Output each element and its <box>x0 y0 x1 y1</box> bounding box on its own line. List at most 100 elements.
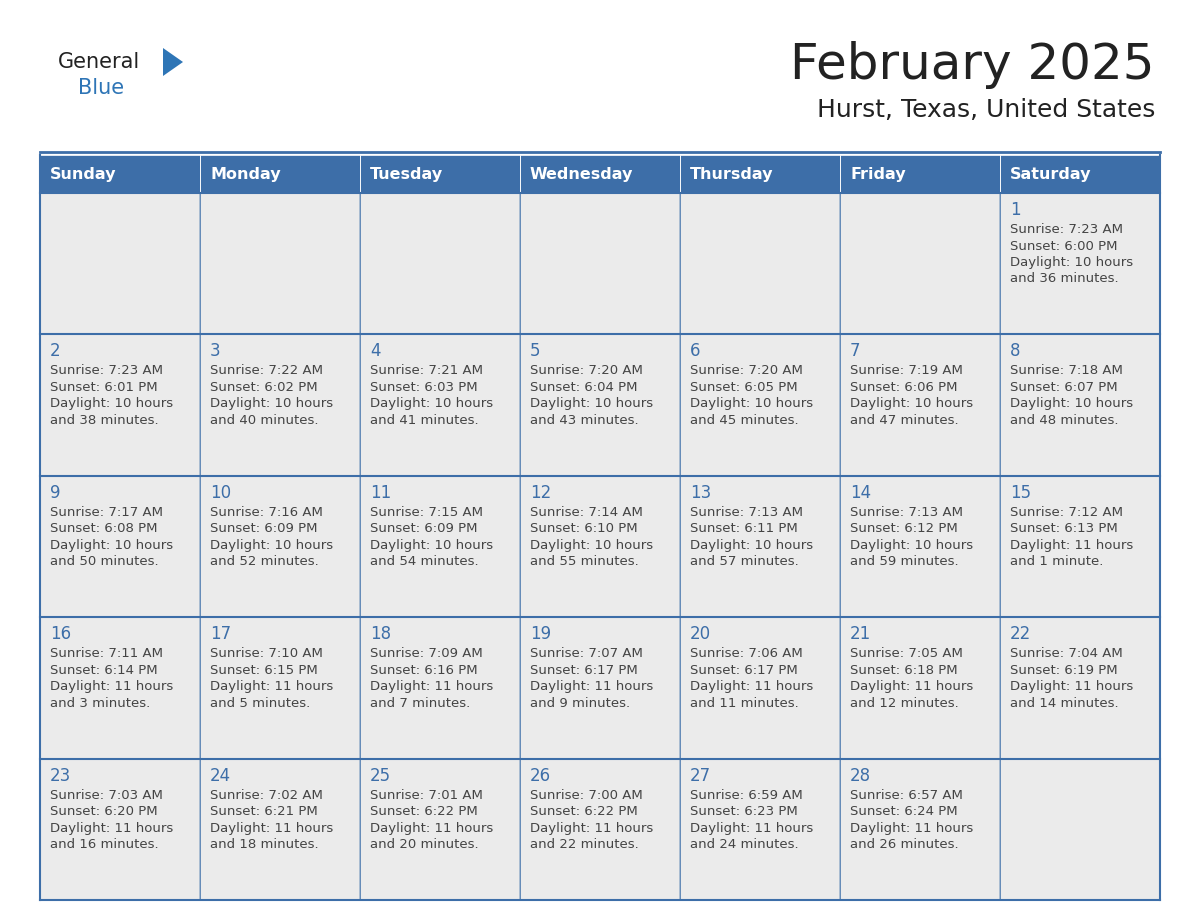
Text: and 14 minutes.: and 14 minutes. <box>1010 697 1119 710</box>
Text: Monday: Monday <box>210 166 280 182</box>
Text: Sunrise: 7:21 AM: Sunrise: 7:21 AM <box>369 364 484 377</box>
Text: and 3 minutes.: and 3 minutes. <box>50 697 150 710</box>
Text: Daylight: 10 hours: Daylight: 10 hours <box>210 539 333 552</box>
Text: 26: 26 <box>530 767 551 785</box>
Text: Sunrise: 7:16 AM: Sunrise: 7:16 AM <box>210 506 323 519</box>
Text: Sunrise: 7:02 AM: Sunrise: 7:02 AM <box>210 789 323 801</box>
Text: Sunset: 6:09 PM: Sunset: 6:09 PM <box>369 522 478 535</box>
Text: Sunrise: 7:11 AM: Sunrise: 7:11 AM <box>50 647 163 660</box>
Text: and 12 minutes.: and 12 minutes. <box>849 697 959 710</box>
Bar <box>840 334 1000 476</box>
Text: Daylight: 10 hours: Daylight: 10 hours <box>369 539 493 552</box>
Text: Sunrise: 7:10 AM: Sunrise: 7:10 AM <box>210 647 323 660</box>
Text: 25: 25 <box>369 767 391 785</box>
Bar <box>200 617 360 758</box>
Text: Sunset: 6:22 PM: Sunset: 6:22 PM <box>530 805 638 818</box>
Bar <box>1000 758 1159 900</box>
Text: and 38 minutes.: and 38 minutes. <box>50 414 159 427</box>
Bar <box>520 155 680 193</box>
Bar <box>40 476 200 617</box>
Text: 24: 24 <box>210 767 232 785</box>
Text: Daylight: 11 hours: Daylight: 11 hours <box>690 822 814 834</box>
Text: Sunrise: 7:00 AM: Sunrise: 7:00 AM <box>530 789 643 801</box>
Bar <box>40 617 200 758</box>
Text: 4: 4 <box>369 342 380 361</box>
Text: Sunday: Sunday <box>50 166 116 182</box>
Bar <box>360 476 520 617</box>
Bar <box>520 193 680 334</box>
Text: Daylight: 10 hours: Daylight: 10 hours <box>849 539 973 552</box>
Bar <box>360 193 520 334</box>
Text: Daylight: 11 hours: Daylight: 11 hours <box>530 822 653 834</box>
Text: Sunrise: 7:01 AM: Sunrise: 7:01 AM <box>369 789 482 801</box>
Text: Sunset: 6:22 PM: Sunset: 6:22 PM <box>369 805 478 818</box>
Text: Tuesday: Tuesday <box>369 166 443 182</box>
Text: Daylight: 11 hours: Daylight: 11 hours <box>50 822 173 834</box>
Text: Sunrise: 7:12 AM: Sunrise: 7:12 AM <box>1010 506 1123 519</box>
Text: and 11 minutes.: and 11 minutes. <box>690 697 798 710</box>
Bar <box>40 155 200 193</box>
Bar <box>840 155 1000 193</box>
Bar <box>1000 193 1159 334</box>
Text: Sunrise: 7:06 AM: Sunrise: 7:06 AM <box>690 647 803 660</box>
Text: and 57 minutes.: and 57 minutes. <box>690 555 798 568</box>
Bar <box>520 617 680 758</box>
Bar <box>520 758 680 900</box>
Text: 9: 9 <box>50 484 61 502</box>
Text: Saturday: Saturday <box>1010 166 1092 182</box>
Text: Sunrise: 7:15 AM: Sunrise: 7:15 AM <box>369 506 484 519</box>
Text: 28: 28 <box>849 767 871 785</box>
Text: Sunset: 6:05 PM: Sunset: 6:05 PM <box>690 381 797 394</box>
Text: Sunset: 6:11 PM: Sunset: 6:11 PM <box>690 522 798 535</box>
Text: and 36 minutes.: and 36 minutes. <box>1010 273 1119 285</box>
Text: Hurst, Texas, United States: Hurst, Texas, United States <box>816 98 1155 122</box>
Text: Sunset: 6:21 PM: Sunset: 6:21 PM <box>210 805 317 818</box>
Text: and 52 minutes.: and 52 minutes. <box>210 555 318 568</box>
Text: Sunrise: 7:17 AM: Sunrise: 7:17 AM <box>50 506 163 519</box>
Bar <box>200 334 360 476</box>
Bar <box>200 758 360 900</box>
Text: Daylight: 11 hours: Daylight: 11 hours <box>849 822 973 834</box>
Text: 20: 20 <box>690 625 712 644</box>
Text: and 7 minutes.: and 7 minutes. <box>369 697 470 710</box>
Text: Daylight: 10 hours: Daylight: 10 hours <box>530 397 653 410</box>
Text: Sunset: 6:07 PM: Sunset: 6:07 PM <box>1010 381 1118 394</box>
Text: Daylight: 11 hours: Daylight: 11 hours <box>849 680 973 693</box>
Text: Sunset: 6:23 PM: Sunset: 6:23 PM <box>690 805 798 818</box>
Text: and 5 minutes.: and 5 minutes. <box>210 697 310 710</box>
Text: and 48 minutes.: and 48 minutes. <box>1010 414 1118 427</box>
Text: Daylight: 10 hours: Daylight: 10 hours <box>849 397 973 410</box>
Text: 23: 23 <box>50 767 71 785</box>
Text: and 40 minutes.: and 40 minutes. <box>210 414 318 427</box>
Text: Sunset: 6:00 PM: Sunset: 6:00 PM <box>1010 240 1118 252</box>
Text: Thursday: Thursday <box>690 166 773 182</box>
Bar <box>40 334 200 476</box>
Text: Daylight: 10 hours: Daylight: 10 hours <box>50 539 173 552</box>
Text: 21: 21 <box>849 625 871 644</box>
Bar <box>360 758 520 900</box>
Text: General: General <box>58 52 140 72</box>
Text: and 45 minutes.: and 45 minutes. <box>690 414 798 427</box>
Text: 8: 8 <box>1010 342 1020 361</box>
Text: Daylight: 11 hours: Daylight: 11 hours <box>210 680 334 693</box>
Text: and 24 minutes.: and 24 minutes. <box>690 838 798 851</box>
Bar <box>680 334 840 476</box>
Text: and 59 minutes.: and 59 minutes. <box>849 555 959 568</box>
Text: Daylight: 10 hours: Daylight: 10 hours <box>690 397 813 410</box>
Text: Wednesday: Wednesday <box>530 166 633 182</box>
Text: Daylight: 11 hours: Daylight: 11 hours <box>530 680 653 693</box>
Text: Sunset: 6:12 PM: Sunset: 6:12 PM <box>849 522 958 535</box>
Text: February 2025: February 2025 <box>790 41 1155 89</box>
Text: 15: 15 <box>1010 484 1031 502</box>
Text: 13: 13 <box>690 484 712 502</box>
Text: and 47 minutes.: and 47 minutes. <box>849 414 959 427</box>
Text: Sunrise: 7:13 AM: Sunrise: 7:13 AM <box>849 506 963 519</box>
Text: 11: 11 <box>369 484 391 502</box>
Text: Sunrise: 7:19 AM: Sunrise: 7:19 AM <box>849 364 963 377</box>
Text: and 18 minutes.: and 18 minutes. <box>210 838 318 851</box>
Text: 18: 18 <box>369 625 391 644</box>
Text: Sunrise: 7:05 AM: Sunrise: 7:05 AM <box>849 647 963 660</box>
Text: Sunrise: 7:23 AM: Sunrise: 7:23 AM <box>50 364 163 377</box>
Bar <box>1000 617 1159 758</box>
Text: and 9 minutes.: and 9 minutes. <box>530 697 630 710</box>
